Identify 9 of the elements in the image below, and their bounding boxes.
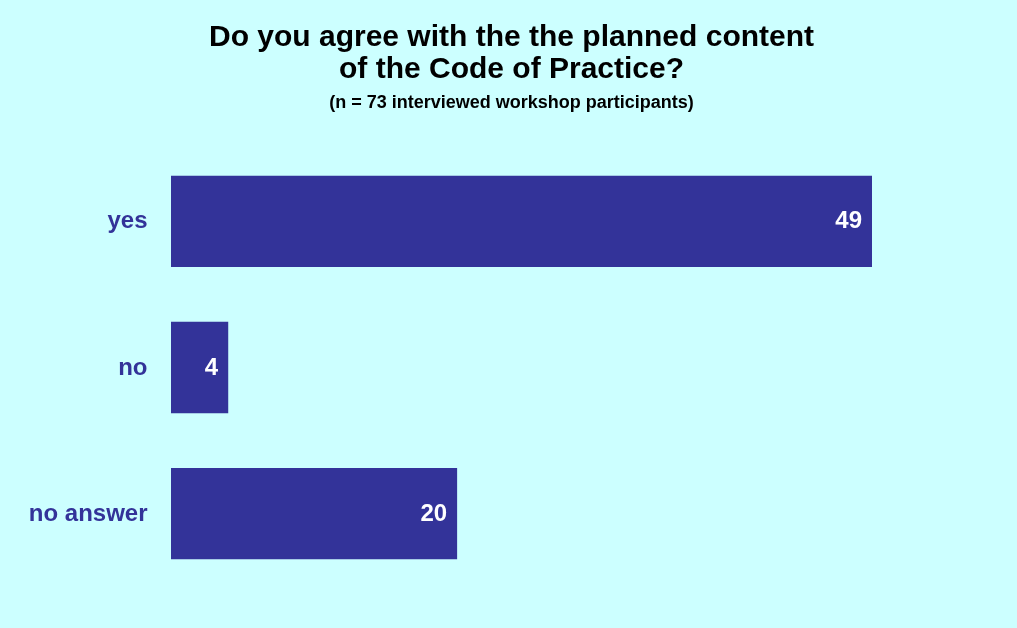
text: of the Code of Practice? <box>338 51 685 84</box>
y-tick-label: no answer <box>28 498 148 526</box>
y-tick-label: yes <box>107 206 148 234</box>
data-label: 49 <box>835 206 862 234</box>
y-tick-label: no <box>118 352 148 380</box>
chart-subtitle: (n = 73 interviewed workshop participants) <box>329 92 694 112</box>
data-label: 4 <box>204 352 219 380</box>
text: Do you agree with the the planned content <box>208 19 815 52</box>
data-label: 20 <box>420 498 448 526</box>
